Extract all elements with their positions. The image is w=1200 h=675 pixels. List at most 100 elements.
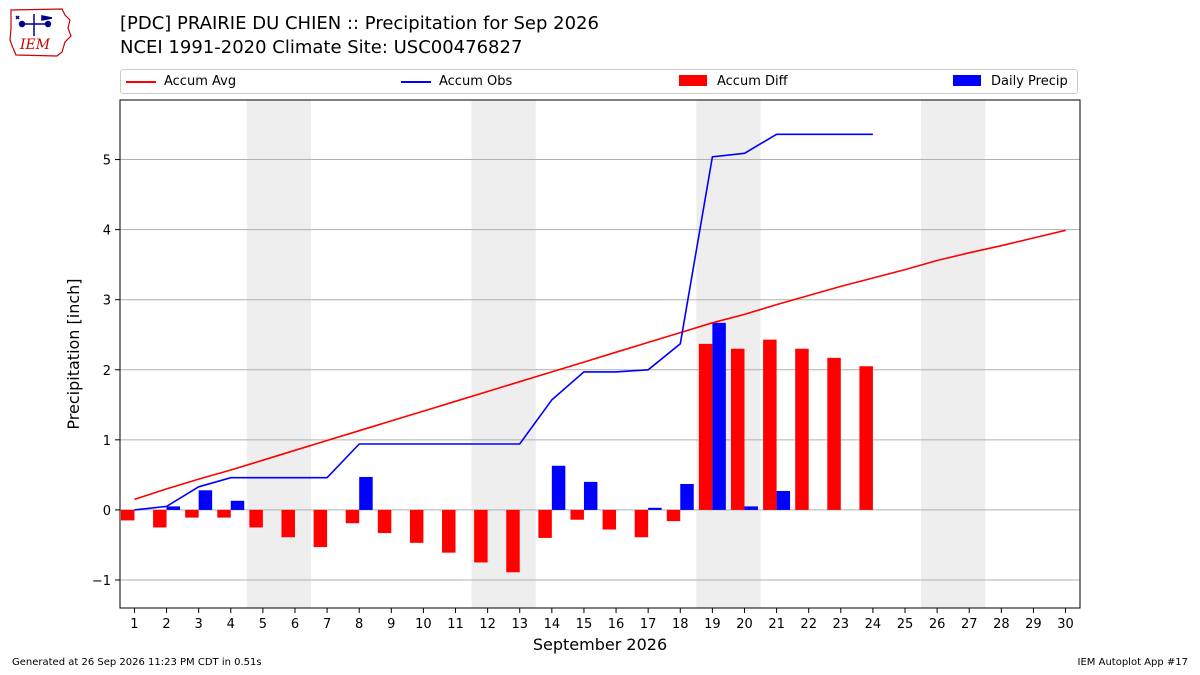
x-tick-label: 30 xyxy=(1057,617,1074,632)
weekend-band xyxy=(471,100,536,608)
x-tick-label: 13 xyxy=(511,617,528,632)
x-tick-label: 24 xyxy=(865,617,882,632)
accum-diff-bar xyxy=(249,509,263,528)
daily-precip-bar xyxy=(230,500,245,510)
x-tick-label: 21 xyxy=(768,617,785,632)
y-tick-label: 0 xyxy=(103,504,111,519)
legend-label-accum-avg: Accum Avg xyxy=(164,74,237,89)
accum-diff-bar xyxy=(859,366,873,510)
x-tick-label: 10 xyxy=(415,617,432,632)
gridlines xyxy=(120,159,1080,581)
accum-diff-bar xyxy=(827,357,841,510)
accum-diff-bar xyxy=(730,348,745,510)
x-tick-label: 2 xyxy=(162,617,170,632)
bars xyxy=(120,322,873,573)
generated-note: Generated at 26 Sep 2026 11:23 PM CDT in… xyxy=(12,657,262,668)
y-tick-label: 5 xyxy=(103,154,111,169)
accum-diff-bar xyxy=(698,343,713,510)
accum-diff-bar xyxy=(538,509,552,538)
accum-diff-bar xyxy=(345,509,360,524)
accum-diff-bar xyxy=(442,509,456,553)
accum-diff-bar xyxy=(313,509,328,548)
accum-diff-bar xyxy=(120,509,135,521)
x-tick-label: 27 xyxy=(961,617,978,632)
weekend-shading xyxy=(246,100,986,608)
accum-diff-bar xyxy=(666,509,681,522)
accum-diff-bar xyxy=(763,339,777,510)
x-tick-label: 18 xyxy=(672,617,689,632)
accum-diff-bar xyxy=(506,509,520,573)
chart-legend: Accum Avg Accum Obs Accum Diff Daily Pre… xyxy=(120,69,1078,94)
daily-precip-bar xyxy=(166,506,181,510)
x-tick-label: 1 xyxy=(130,617,138,632)
accum-diff-bar xyxy=(474,509,488,563)
legend-item-accum-avg: Accum Avg xyxy=(126,73,266,91)
accum-obs-line xyxy=(134,133,873,511)
legend-label-accum-diff: Accum Diff xyxy=(717,74,788,89)
accum-diff-bar xyxy=(570,509,584,520)
accum-diff-bar xyxy=(377,509,392,534)
x-tick-label: 3 xyxy=(195,617,203,632)
daily-precip-bar xyxy=(776,490,791,510)
x-tick-label: 28 xyxy=(993,617,1010,632)
accum-diff-bar xyxy=(217,509,231,518)
x-tick-label: 29 xyxy=(1025,617,1042,632)
accum-diff-bar xyxy=(634,509,649,538)
x-tick-label: 20 xyxy=(736,617,753,632)
x-tick-label: 5 xyxy=(259,617,267,632)
legend-label-daily-precip: Daily Precip xyxy=(991,74,1068,89)
logo-label: IEM xyxy=(19,37,51,53)
app-credit: IEM Autoplot App #17 xyxy=(1077,657,1188,668)
accum-diff-bar xyxy=(602,509,617,530)
y-tick-label: 2 xyxy=(103,364,111,379)
x-tick-label: 19 xyxy=(704,617,721,632)
daily-precip-bar xyxy=(648,507,662,510)
chart-title: [PDC] PRAIRIE DU CHIEN :: Precipitation … xyxy=(120,13,599,34)
legend-item-daily-precip: Daily Precip xyxy=(953,73,1078,91)
x-tick-label: 6 xyxy=(291,617,299,632)
x-tick-label: 25 xyxy=(897,617,914,632)
x-tick-label: 4 xyxy=(227,617,235,632)
x-tick-label: 26 xyxy=(929,617,946,632)
y-tick-label: −1 xyxy=(92,574,111,589)
legend-item-accum-diff: Accum Diff xyxy=(679,73,819,91)
accum-diff-bar xyxy=(153,509,167,528)
legend-swatch-accum-avg xyxy=(126,81,156,83)
weekend-band xyxy=(246,100,312,608)
x-tick-label: 7 xyxy=(323,617,331,632)
daily-precip-bar xyxy=(744,506,758,510)
accum-diff-bar xyxy=(185,509,199,518)
accum-diff-bar xyxy=(795,348,809,510)
iowa-outline-icon xyxy=(9,8,72,57)
y-tick-label: 4 xyxy=(103,224,111,239)
x-tick-label: 23 xyxy=(833,617,850,632)
y-tick-label: 1 xyxy=(103,434,111,449)
x-tick-label: 15 xyxy=(576,617,593,632)
legend-swatch-daily-precip xyxy=(953,75,981,86)
daily-precip-bar xyxy=(359,476,373,510)
y-axis-label: Precipitation [inch] xyxy=(64,278,83,429)
iem-logo: IEM xyxy=(9,8,72,57)
weekend-band xyxy=(921,100,986,608)
plot-area xyxy=(119,99,1081,609)
x-tick-label: 9 xyxy=(387,617,395,632)
x-tick-label: 11 xyxy=(447,617,464,632)
x-tick-label: 22 xyxy=(800,617,817,632)
accum-diff-bar xyxy=(281,509,295,538)
daily-precip-bar xyxy=(198,490,213,510)
daily-precip-bar xyxy=(712,322,726,510)
chart-subtitle: NCEI 1991-2020 Climate Site: USC00476827 xyxy=(120,37,523,58)
x-axis-label: September 2026 xyxy=(533,635,667,654)
y-tick-label: 3 xyxy=(103,294,111,309)
x-tick-label: 8 xyxy=(355,617,363,632)
x-tick-label: 14 xyxy=(544,617,561,632)
accum-diff-bar xyxy=(409,509,424,543)
weather-station-icon xyxy=(15,14,53,36)
x-tick-label: 17 xyxy=(640,617,657,632)
daily-precip-bar xyxy=(680,483,694,510)
daily-precip-bar xyxy=(583,481,598,510)
legend-label-accum-obs: Accum Obs xyxy=(439,74,513,89)
legend-swatch-accum-obs xyxy=(401,81,431,83)
